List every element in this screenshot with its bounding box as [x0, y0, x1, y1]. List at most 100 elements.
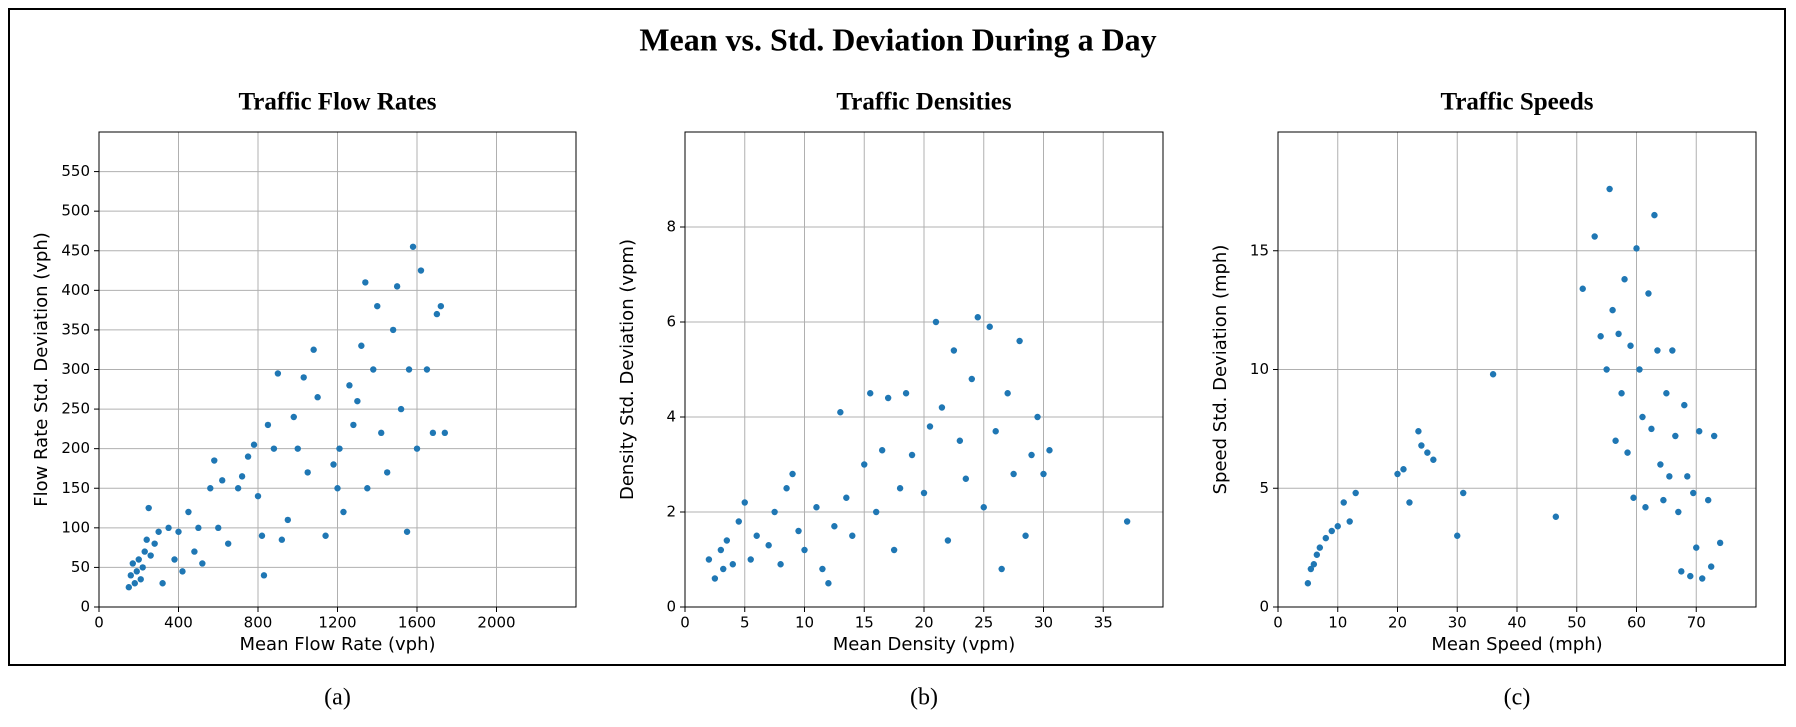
point — [250, 441, 258, 448]
x-tick-label: 800 — [244, 614, 273, 632]
y-tick-label: 4 — [666, 408, 676, 426]
point — [1406, 499, 1413, 506]
point — [1609, 306, 1616, 314]
x-tick-label: 20 — [914, 614, 933, 632]
point — [926, 423, 934, 430]
point — [1716, 539, 1724, 547]
point — [992, 428, 999, 435]
point — [1040, 470, 1047, 478]
point — [195, 524, 202, 532]
point — [364, 485, 371, 492]
point — [219, 477, 226, 484]
point — [129, 560, 136, 567]
point — [1618, 390, 1625, 397]
point — [127, 572, 134, 579]
point — [1316, 544, 1324, 551]
point — [290, 413, 297, 421]
point — [1123, 518, 1131, 525]
point — [1657, 461, 1664, 468]
point — [1016, 337, 1023, 345]
point — [393, 283, 401, 290]
y-axis-label: Speed Std. Deviation (mph) — [1210, 245, 1231, 495]
point — [238, 473, 246, 480]
point — [729, 561, 736, 568]
point — [1615, 330, 1622, 338]
point — [409, 243, 417, 250]
point — [1707, 563, 1715, 570]
point — [354, 397, 361, 405]
point — [1621, 276, 1628, 283]
point — [720, 565, 727, 573]
x-tick-label: 30 — [1034, 614, 1053, 632]
point — [1424, 449, 1431, 456]
point — [429, 429, 437, 437]
point — [1340, 499, 1347, 506]
point — [861, 461, 868, 468]
point — [278, 536, 286, 543]
chart-title: Traffic Flow Rates — [238, 89, 436, 116]
point — [813, 504, 820, 511]
y-tick-label: 550 — [61, 162, 90, 180]
point — [159, 580, 166, 587]
point — [1612, 437, 1619, 444]
point — [1624, 449, 1631, 456]
x-tick-label: 40 — [1507, 614, 1526, 632]
point — [330, 461, 337, 468]
point — [139, 564, 146, 571]
point — [837, 409, 844, 416]
point — [165, 524, 172, 532]
point — [215, 524, 222, 532]
point — [131, 580, 138, 587]
y-tick-label: 350 — [61, 320, 90, 338]
point — [1678, 568, 1685, 575]
point — [234, 485, 242, 492]
point — [1322, 534, 1330, 542]
point — [1663, 390, 1670, 397]
y-tick-label: 0 — [1259, 598, 1269, 616]
y-tick-label: 400 — [61, 281, 90, 299]
point — [137, 576, 144, 583]
point — [1636, 366, 1643, 373]
point — [1627, 342, 1634, 349]
point — [179, 568, 186, 575]
point — [336, 445, 343, 452]
point — [783, 485, 790, 492]
point — [1034, 413, 1041, 421]
x-tick-label: 30 — [1448, 614, 1467, 632]
y-tick-label: 10 — [1250, 360, 1269, 378]
point — [1430, 456, 1437, 463]
point — [717, 546, 725, 554]
point — [825, 580, 832, 587]
point — [1681, 401, 1688, 409]
point — [711, 575, 719, 582]
y-tick-label: 450 — [61, 241, 90, 259]
y-axis-label: Density Std. Deviation (vpm) — [617, 239, 638, 500]
x-tick-label: 0 — [1273, 614, 1283, 632]
point — [1418, 442, 1425, 449]
y-tick-label: 5 — [1259, 479, 1269, 497]
y-tick-label: 50 — [71, 558, 90, 576]
figure-title: Mean vs. Std. Deviation During a Day — [639, 21, 1156, 57]
y-tick-label: 15 — [1250, 241, 1269, 259]
point — [819, 565, 826, 573]
point — [986, 323, 993, 330]
point — [175, 528, 182, 535]
point — [843, 494, 850, 501]
point — [1642, 504, 1649, 511]
point — [1639, 413, 1646, 421]
point — [735, 518, 742, 525]
y-tick-label: 0 — [80, 598, 90, 616]
point — [433, 310, 441, 318]
point — [171, 556, 178, 563]
point — [191, 548, 198, 555]
point — [980, 504, 987, 511]
x-tick-label: 35 — [1094, 614, 1113, 632]
point — [314, 394, 321, 401]
point — [1489, 371, 1497, 378]
x-tick-label: 20 — [1388, 614, 1407, 632]
x-tick-label: 70 — [1687, 614, 1706, 632]
point — [244, 453, 252, 460]
point — [405, 366, 413, 373]
point — [334, 485, 341, 492]
